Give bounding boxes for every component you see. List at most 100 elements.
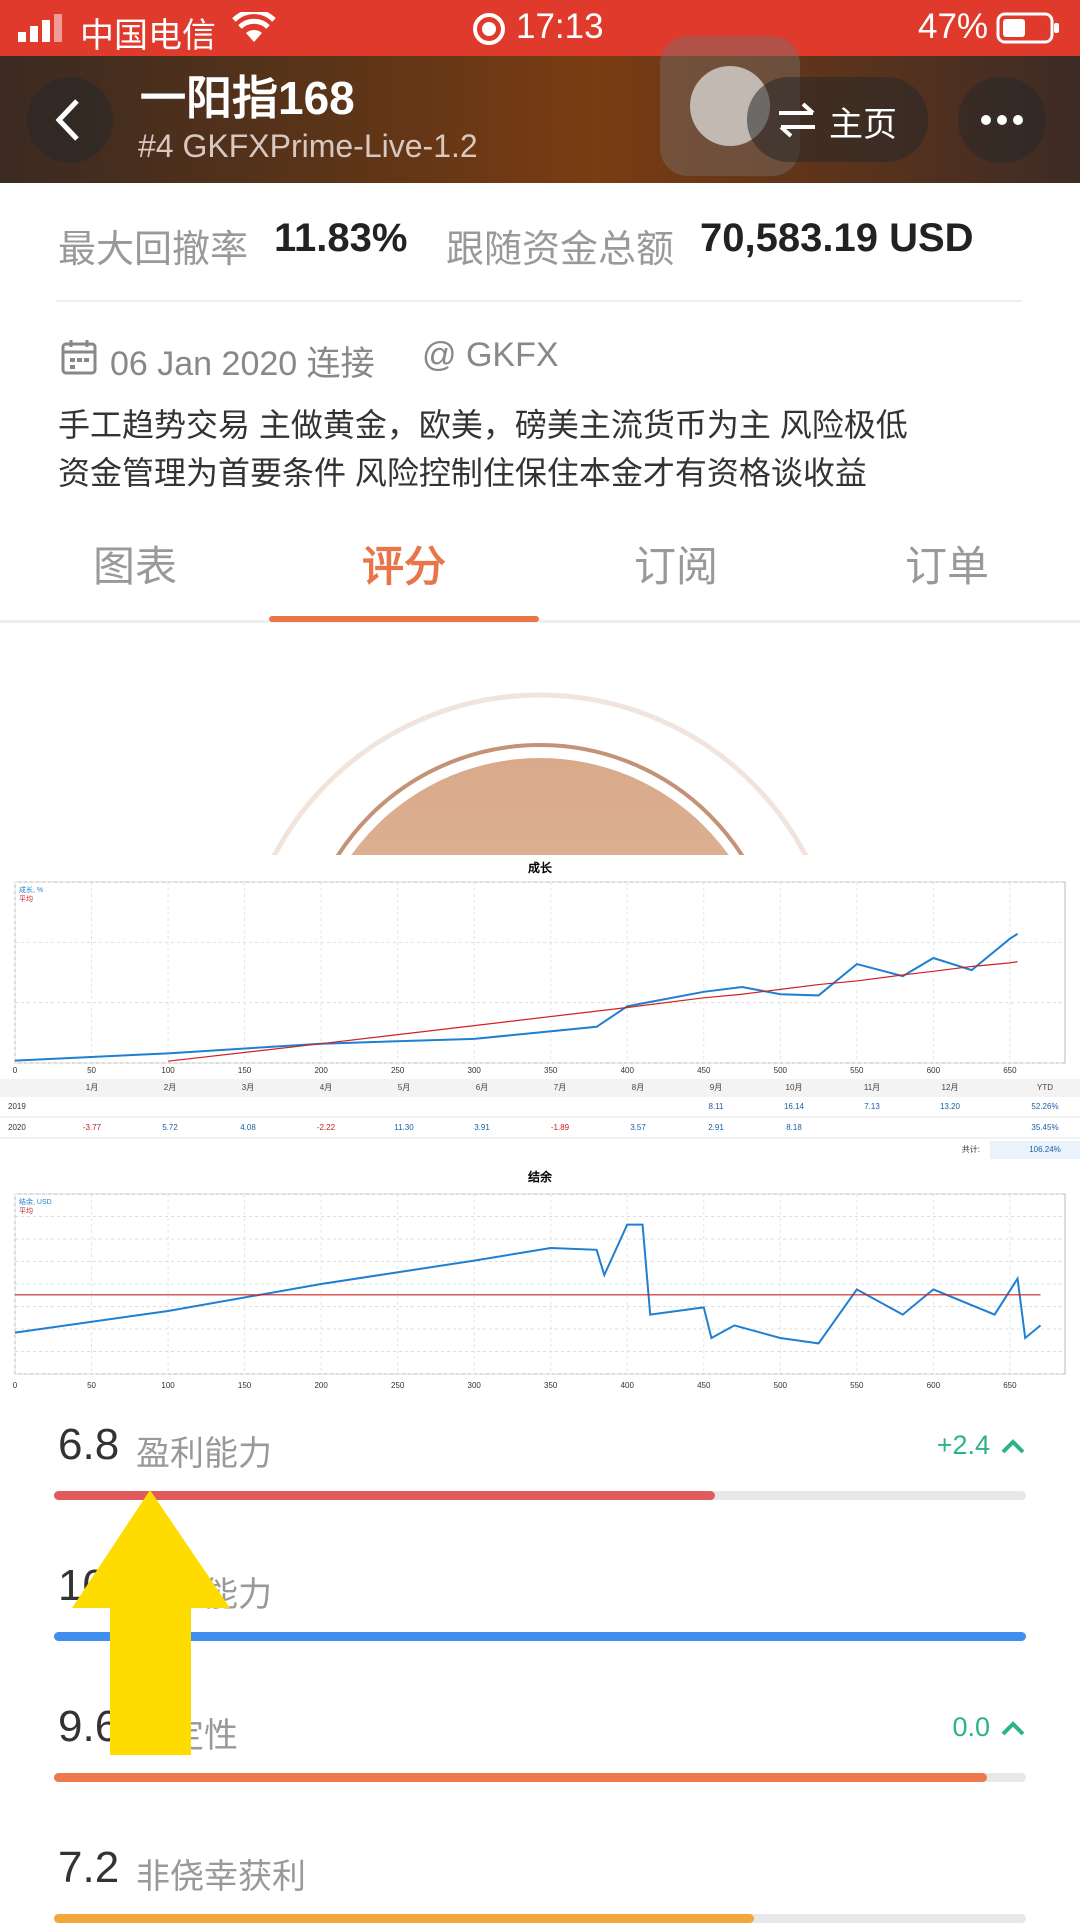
table-total-bg: [990, 1141, 1080, 1159]
divider: [56, 300, 1022, 302]
score-change: +2.4: [936, 1430, 990, 1460]
score-badge: [0, 640, 1080, 855]
x-tick-label: 250: [391, 1066, 405, 1075]
series-line: [14, 1223, 1042, 1345]
score-value: 7.2: [58, 1843, 120, 1892]
table-cell: 3.91: [474, 1123, 490, 1132]
tab[interactable]: 订阅: [633, 543, 718, 590]
status-bar: 中国电信 17:13 47%: [0, 0, 1080, 56]
table-cell: 4.08: [240, 1123, 256, 1132]
record-icon: [473, 13, 505, 45]
table-cell: 7.13: [864, 1102, 880, 1111]
x-tick-label: 650: [1003, 1066, 1017, 1075]
x-tick-label: 250: [391, 1381, 405, 1390]
score-value: 9.6: [58, 1702, 120, 1751]
table-cell: 11.30: [394, 1123, 414, 1132]
growth-chart: 成长 0 50 100 150 200 250 300 350 400 450 500 550 600 65…: [0, 855, 1080, 1162]
series-line: [14, 933, 1019, 1062]
battery-level: 47%: [918, 7, 989, 46]
legend-entry: 平均: [19, 894, 33, 903]
x-tick-label: 400: [621, 1381, 635, 1390]
header: 一阳指168 #4 GKFXPrime-Live-1.2 主页: [0, 36, 1080, 183]
table-cell: 3.57: [630, 1123, 646, 1132]
signal-icon: [18, 14, 62, 42]
table-cell: 13.20: [940, 1102, 961, 1111]
legend-entry: 结余, USD: [19, 1197, 52, 1206]
tab-indicator: [269, 616, 539, 622]
table-header: 8月: [632, 1083, 644, 1092]
tab[interactable]: 评分: [361, 543, 446, 590]
home-button[interactable]: 主页: [747, 77, 928, 162]
stat-label: 最大回撤率: [58, 229, 249, 271]
table-header: 4月: [320, 1083, 332, 1092]
score-bar: [54, 1773, 988, 1782]
table-year: 2020: [8, 1123, 26, 1132]
chevron: [1001, 1721, 1025, 1736]
series-line: [167, 961, 1018, 1062]
x-tick-label: 0: [13, 1066, 18, 1075]
stat-value: 11.83%: [274, 216, 408, 260]
balance-chart: 结余 0 50 100 150 200 250 300 350 400 450 500 550 600 65…: [0, 1162, 1080, 1394]
table-header: 3月: [242, 1083, 254, 1092]
x-tick-label: 0: [13, 1381, 18, 1390]
stat-value: 70,583.19 USD: [700, 216, 974, 260]
table-header: YTD: [1037, 1083, 1053, 1092]
legend-entry: 平均: [19, 1206, 33, 1215]
table-cell: 8.11: [709, 1102, 725, 1111]
calendar-icon: [61, 340, 97, 375]
score-label: 非侥幸获利: [136, 1858, 306, 1896]
chart-title: 结余: [528, 1169, 553, 1184]
x-tick-label: 150: [238, 1381, 252, 1390]
chart-title: 成长: [528, 860, 553, 875]
table-cell: -2.22: [317, 1123, 336, 1132]
score-value: 6.8: [58, 1420, 120, 1469]
badge-art: [271, 692, 809, 855]
tab[interactable]: 订单: [904, 543, 989, 590]
table-header: 6月: [476, 1083, 488, 1092]
time: 17:13: [516, 7, 604, 46]
x-tick-label: 550: [850, 1066, 864, 1075]
x-tick-label: 550: [850, 1381, 864, 1390]
table-total-label: 共计:: [962, 1144, 980, 1154]
table-year: 2019: [8, 1102, 26, 1111]
x-tick-label: 450: [697, 1381, 711, 1390]
table-header: 2月: [164, 1083, 176, 1092]
table-cell: 35.45%: [1031, 1123, 1058, 1132]
change-icon: [1001, 1721, 1025, 1736]
table-header: 9月: [710, 1083, 722, 1092]
table-header: 7月: [554, 1083, 566, 1092]
x-tick-label: 350: [544, 1381, 558, 1390]
x-tick-label: 200: [314, 1381, 328, 1390]
table-header-bg: [0, 1079, 1080, 1097]
table-cell: -3.77: [83, 1123, 102, 1132]
more-button[interactable]: [958, 77, 1046, 163]
score-label: 盈利能力: [136, 1435, 272, 1473]
x-tick-label: 50: [87, 1381, 96, 1390]
home-label: 主页: [829, 106, 897, 144]
table-cell: 52.26%: [1031, 1102, 1058, 1111]
description-line: 资金管理为首要条件 风险控制住保住本金才有资格谈收益: [58, 455, 867, 491]
tab[interactable]: 图表: [92, 543, 177, 590]
table-cell: 5.72: [162, 1123, 178, 1132]
table-cell: -1.89: [551, 1123, 570, 1132]
x-tick-label: 650: [1003, 1381, 1017, 1390]
score-change: 0.0: [952, 1712, 990, 1742]
x-tick-label: 100: [161, 1381, 175, 1390]
table-header: 12月: [942, 1083, 959, 1092]
table-header: 10月: [786, 1083, 803, 1092]
x-tick-label: 400: [621, 1066, 635, 1075]
back-button[interactable]: [27, 77, 113, 163]
x-tick-label: 450: [697, 1066, 711, 1075]
carrier: 中国电信: [80, 17, 216, 55]
back-icon: [55, 99, 79, 141]
more-icon: [981, 115, 1023, 125]
x-tick-label: 500: [774, 1381, 788, 1390]
x-tick-label: 300: [468, 1066, 482, 1075]
wifi-icon: [232, 12, 276, 42]
x-tick-label: 600: [927, 1066, 941, 1075]
broker: @ GKFX: [422, 336, 559, 374]
x-tick-label: 600: [927, 1381, 941, 1390]
battery-icon: [996, 12, 1059, 44]
table-cell: 8.18: [786, 1123, 802, 1132]
